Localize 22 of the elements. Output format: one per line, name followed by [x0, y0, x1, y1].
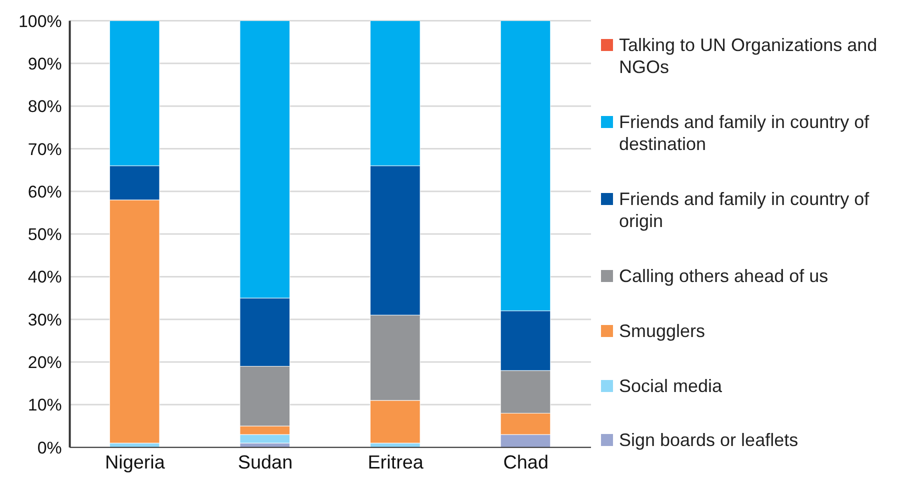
legend-label: Sign boards or leaflets [618, 429, 798, 452]
x-tick-label: Sudan [238, 452, 293, 474]
legend-label: Calling others ahead of us [618, 264, 828, 287]
y-tick-label: 20% [28, 353, 62, 372]
y-tick-label: 60% [28, 182, 62, 202]
y-tick-label: 50% [28, 225, 62, 244]
x-tick-label: Nigeria [104, 452, 166, 474]
x-tick-label: Chad [503, 452, 548, 474]
y-tick-label: 90% [28, 54, 62, 74]
y-tick-label: 100% [18, 12, 62, 31]
legend-label: Talking to UN Organizations and NGOs [618, 34, 878, 78]
y-tick-label: 70% [28, 140, 62, 159]
legend-label: Smugglers [618, 320, 706, 342]
y-tick-label: 0% [37, 438, 62, 458]
x-tick-label: Eritrea [368, 452, 424, 474]
y-tick-label: 30% [28, 310, 62, 330]
y-tick-label: 10% [28, 396, 62, 415]
legend-label: Social media [618, 374, 722, 397]
y-tick-label: 80% [28, 97, 62, 116]
legend-label: Friends and family in country of destination [618, 111, 870, 156]
legend-label: Friends and family in country of origin [618, 188, 870, 232]
y-tick-label: 40% [28, 268, 62, 287]
